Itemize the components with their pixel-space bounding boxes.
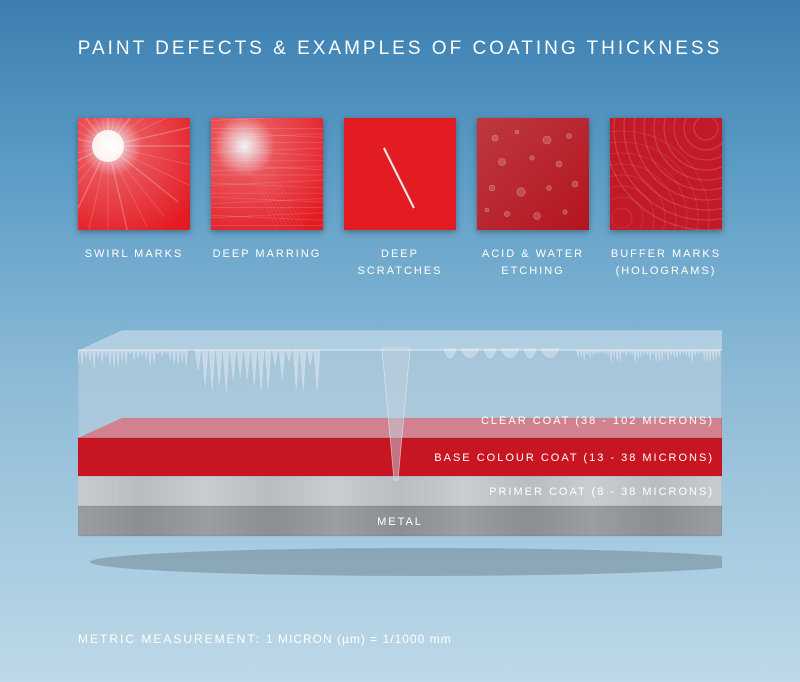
- swatch-label-acid-etching: ACID & WATERETCHING: [482, 246, 584, 279]
- svg-text:METAL: METAL: [377, 516, 423, 528]
- swatch-image-buffer-marks: [610, 118, 722, 230]
- swatch-label-buffer-marks: BUFFER MARKS(HOLOGRAMS): [611, 246, 721, 279]
- swatch-label-deep-marring: DEEP MARRING: [213, 246, 322, 263]
- swatch-deep-scratches: DEEPSCRATCHES: [344, 118, 456, 279]
- swatch-row: SWIRL MARKS DEEP MARRING DEEPSCRATCHES ACID…: [78, 118, 722, 279]
- footer-value: 1 MICRON (µm) = 1/1000 mm: [266, 632, 452, 646]
- swatch-label-swirl-marks: SWIRL MARKS: [85, 246, 184, 263]
- swatch-image-acid-etching: [477, 118, 589, 230]
- swatch-label-deep-scratches: DEEPSCRATCHES: [357, 246, 442, 279]
- page-title: PAINT DEFECTS & EXAMPLES OF COATING THIC…: [0, 38, 800, 60]
- swatch-acid-etching: ACID & WATERETCHING: [477, 118, 589, 279]
- svg-text:CLEAR COAT (38 - 102 MICRONS): CLEAR COAT (38 - 102 MICRONS): [481, 415, 714, 427]
- footer-prefix: METRIC MEASUREMENT:: [78, 632, 266, 646]
- swatch-swirl-marks: SWIRL MARKS: [78, 118, 190, 279]
- cross-section: METAL PRIMER COAT (8 - 38 MICRONS) BASE CO…: [78, 320, 722, 580]
- svg-text:PRIMER COAT (8 - 38 MICRONS): PRIMER COAT (8 - 38 MICRONS): [489, 486, 714, 498]
- swatch-image-deep-scratches: [344, 118, 456, 230]
- swatch-buffer-marks: BUFFER MARKS(HOLOGRAMS): [610, 118, 722, 279]
- footer-note: METRIC MEASUREMENT: 1 MICRON (µm) = 1/10…: [78, 632, 452, 646]
- swatch-deep-marring: DEEP MARRING: [211, 118, 323, 279]
- cross-section-svg: METAL PRIMER COAT (8 - 38 MICRONS) BASE CO…: [78, 320, 722, 580]
- svg-text:BASE COLOUR COAT (13 - 38 MICR: BASE COLOUR COAT (13 - 38 MICRONS): [434, 452, 714, 464]
- swatch-image-swirl-marks: [78, 118, 190, 230]
- swatch-image-deep-marring: [211, 118, 323, 230]
